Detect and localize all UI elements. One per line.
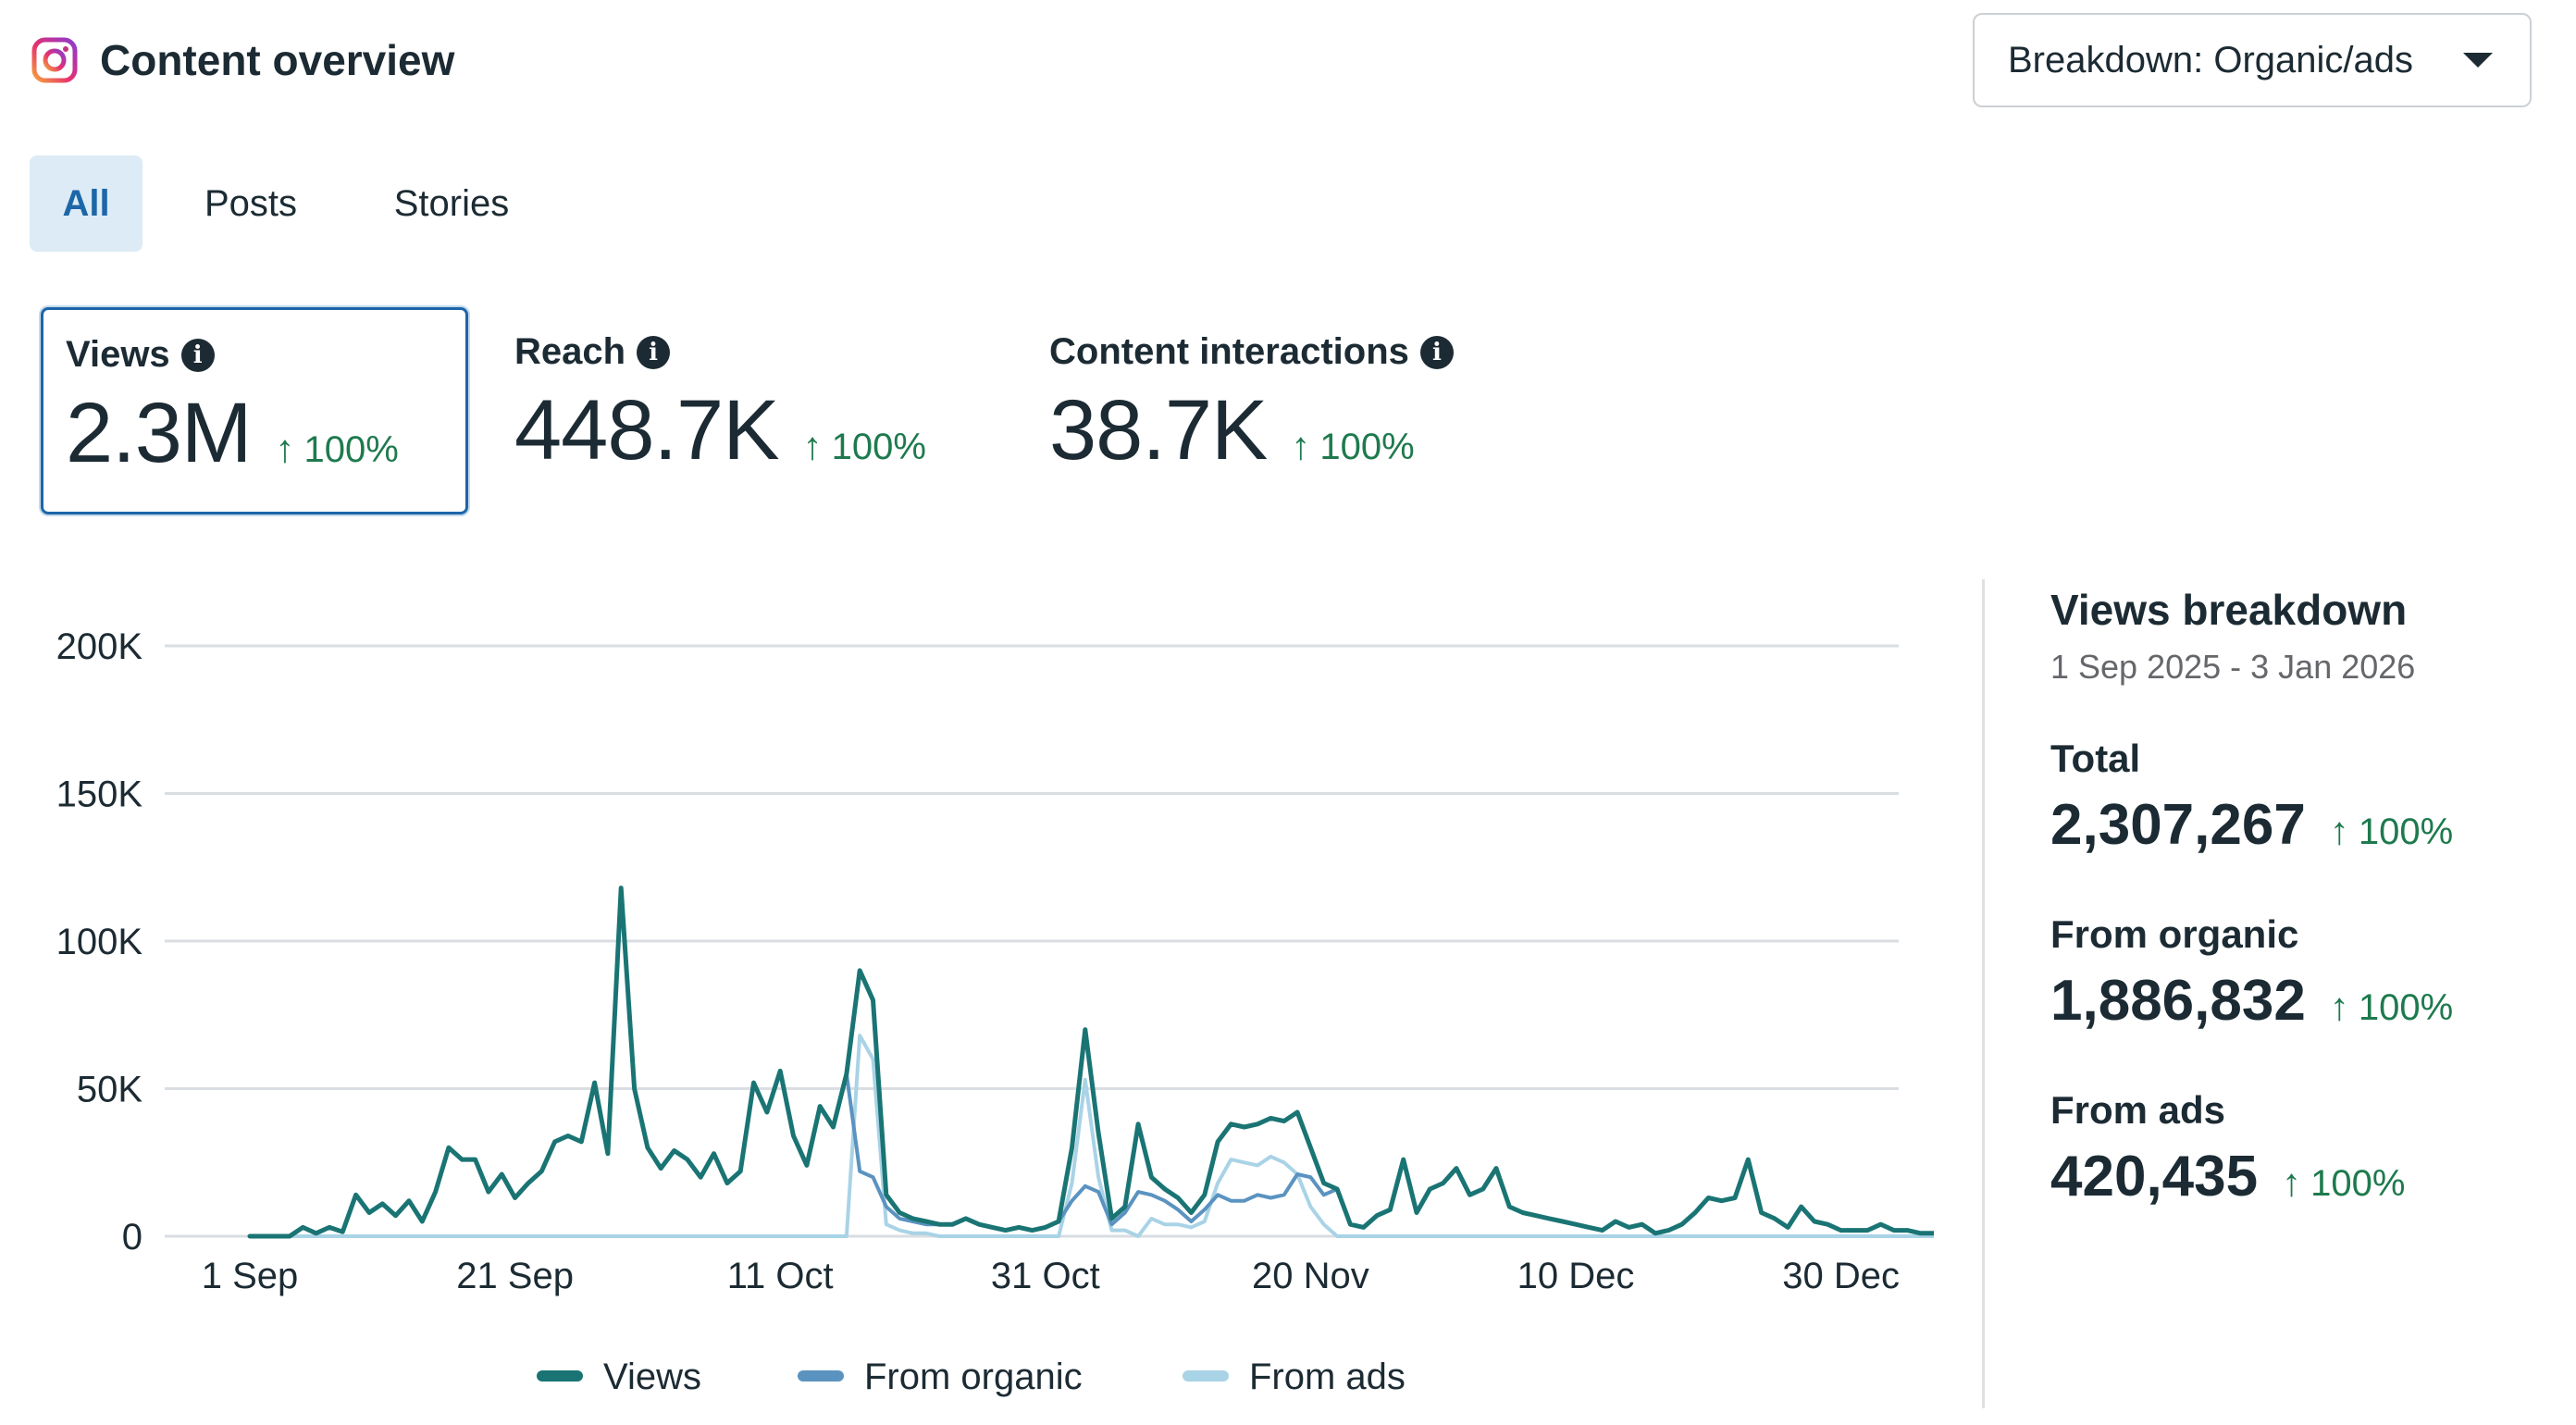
breakdown-dropdown[interactable]: Breakdown: Organic/ads [1973, 13, 2532, 107]
breakdown-ads-value: 420,435 [2050, 1145, 2259, 1208]
arrow-up-icon: ↑ [2329, 809, 2349, 852]
legend-label-views[interactable]: Views [603, 1357, 701, 1397]
metric-label: Reach [514, 331, 626, 372]
breakdown-ads: 420,435 ↑ 100% [2050, 1144, 2405, 1209]
tab-stories[interactable]: Stories [393, 182, 510, 224]
views-breakdown-title: Views breakdown [2050, 586, 2408, 634]
arrow-up-icon: ↑ [802, 424, 823, 467]
views-line-chart: 0 50K 100K 150K 200K 1 Sep 21 Sep 11 Oct 31 Oct… [56, 626, 1934, 1397]
page-header: Content overview [31, 35, 454, 85]
chevron-down-icon [2463, 53, 2493, 68]
breakdown-total-value: 2,307,267 [2050, 793, 2306, 857]
breakdown-ads-change-value: 100% [2310, 1163, 2406, 1204]
metric-label: Content interactions [1049, 331, 1409, 372]
breakdown-total-label: Total [2050, 737, 2141, 780]
legend-label-organic[interactable]: From organic [864, 1357, 1083, 1397]
legend-swatch-organic [798, 1370, 844, 1382]
breakdown-total: 2,307,267 ↑ 100% [2050, 792, 2453, 858]
arrow-up-icon: ↑ [2329, 985, 2349, 1028]
metric-change: ↑ 100% [276, 427, 399, 471]
y-tick-label: 100K [56, 922, 143, 962]
info-icon[interactable]: i [1419, 335, 1454, 369]
x-tick-label: 20 Nov [1252, 1256, 1369, 1296]
info-icon[interactable]: i [637, 335, 671, 369]
legend-swatch-ads [1183, 1370, 1229, 1382]
arrow-up-icon: ↑ [275, 427, 295, 470]
y-tick-label: 50K [77, 1070, 142, 1110]
tab-all[interactable]: All [30, 155, 142, 252]
legend-label-ads[interactable]: From ads [1249, 1357, 1406, 1397]
x-tick-label: 21 Sep [456, 1256, 574, 1296]
series-line-ads[interactable] [248, 1034, 1934, 1238]
x-tick-label: 1 Sep [202, 1256, 299, 1296]
metric-change-value: 100% [831, 427, 926, 467]
x-tick-label: 31 Oct [991, 1256, 1100, 1296]
metric-change-value: 100% [303, 429, 399, 470]
breakdown-total-change: ↑ 100% [2330, 809, 2453, 853]
breakdown-organic-label: From organic [2050, 912, 2299, 956]
y-tick-label: 0 [122, 1217, 142, 1258]
metric-label: Views [66, 334, 170, 375]
page-title: Content overview [100, 36, 455, 84]
y-tick-label: 150K [56, 774, 143, 815]
metric-change: ↑ 100% [803, 424, 926, 468]
breakdown-ads-label: From ads [2050, 1088, 2226, 1132]
metric-value: 38.7K [1049, 383, 1268, 477]
legend-swatch-views [537, 1370, 583, 1382]
arrow-up-icon: ↑ [1291, 424, 1311, 467]
breakdown-organic-change-value: 100% [2358, 987, 2454, 1028]
x-tick-label: 11 Oct [727, 1256, 834, 1296]
panel-divider [1982, 579, 1985, 1408]
instagram-icon [31, 37, 78, 83]
chart-series [247, 886, 1934, 1239]
breakdown-organic: 1,886,832 ↑ 100% [2050, 968, 2453, 1034]
metric-card-content-interactions[interactable]: Content interactions i 38.7K ↑ 100% [1027, 307, 1619, 514]
breakdown-dropdown-label: Breakdown: Organic/ads [2008, 39, 2414, 81]
metric-change: ↑ 100% [1291, 424, 1414, 468]
metric-value: 2.3M [66, 386, 253, 480]
metric-change-value: 100% [1319, 427, 1415, 467]
chart-legend: Views From organic From ads [537, 1357, 1406, 1397]
series-line-views[interactable] [247, 886, 1934, 1239]
metric-card-reach[interactable]: Reach i 448.7K ↑ 100% [492, 307, 1010, 514]
chart-x-axis: 1 Sep 21 Sep 11 Oct 31 Oct 20 Nov 10 Dec 30 De… [202, 1256, 1900, 1296]
arrow-up-icon: ↑ [2282, 1160, 2302, 1204]
y-tick-label: 200K [56, 626, 143, 667]
breakdown-total-change-value: 100% [2358, 812, 2454, 852]
metric-value: 448.7K [514, 383, 780, 477]
metric-card-views[interactable]: Views i 2.3M ↑ 100% [41, 307, 468, 514]
chart-gridlines [165, 644, 1899, 1238]
breakdown-organic-change: ↑ 100% [2330, 985, 2453, 1029]
breakdown-organic-value: 1,886,832 [2050, 969, 2306, 1033]
chart-y-axis: 0 50K 100K 150K 200K [56, 626, 143, 1258]
info-icon[interactable]: i [180, 338, 215, 372]
breakdown-ads-change: ↑ 100% [2282, 1160, 2405, 1205]
views-breakdown-date-range: 1 Sep 2025 - 3 Jan 2026 [2050, 648, 2416, 686]
x-tick-label: 30 Dec [1782, 1256, 1900, 1296]
tab-posts[interactable]: Posts [204, 182, 298, 224]
x-tick-label: 10 Dec [1517, 1256, 1635, 1296]
